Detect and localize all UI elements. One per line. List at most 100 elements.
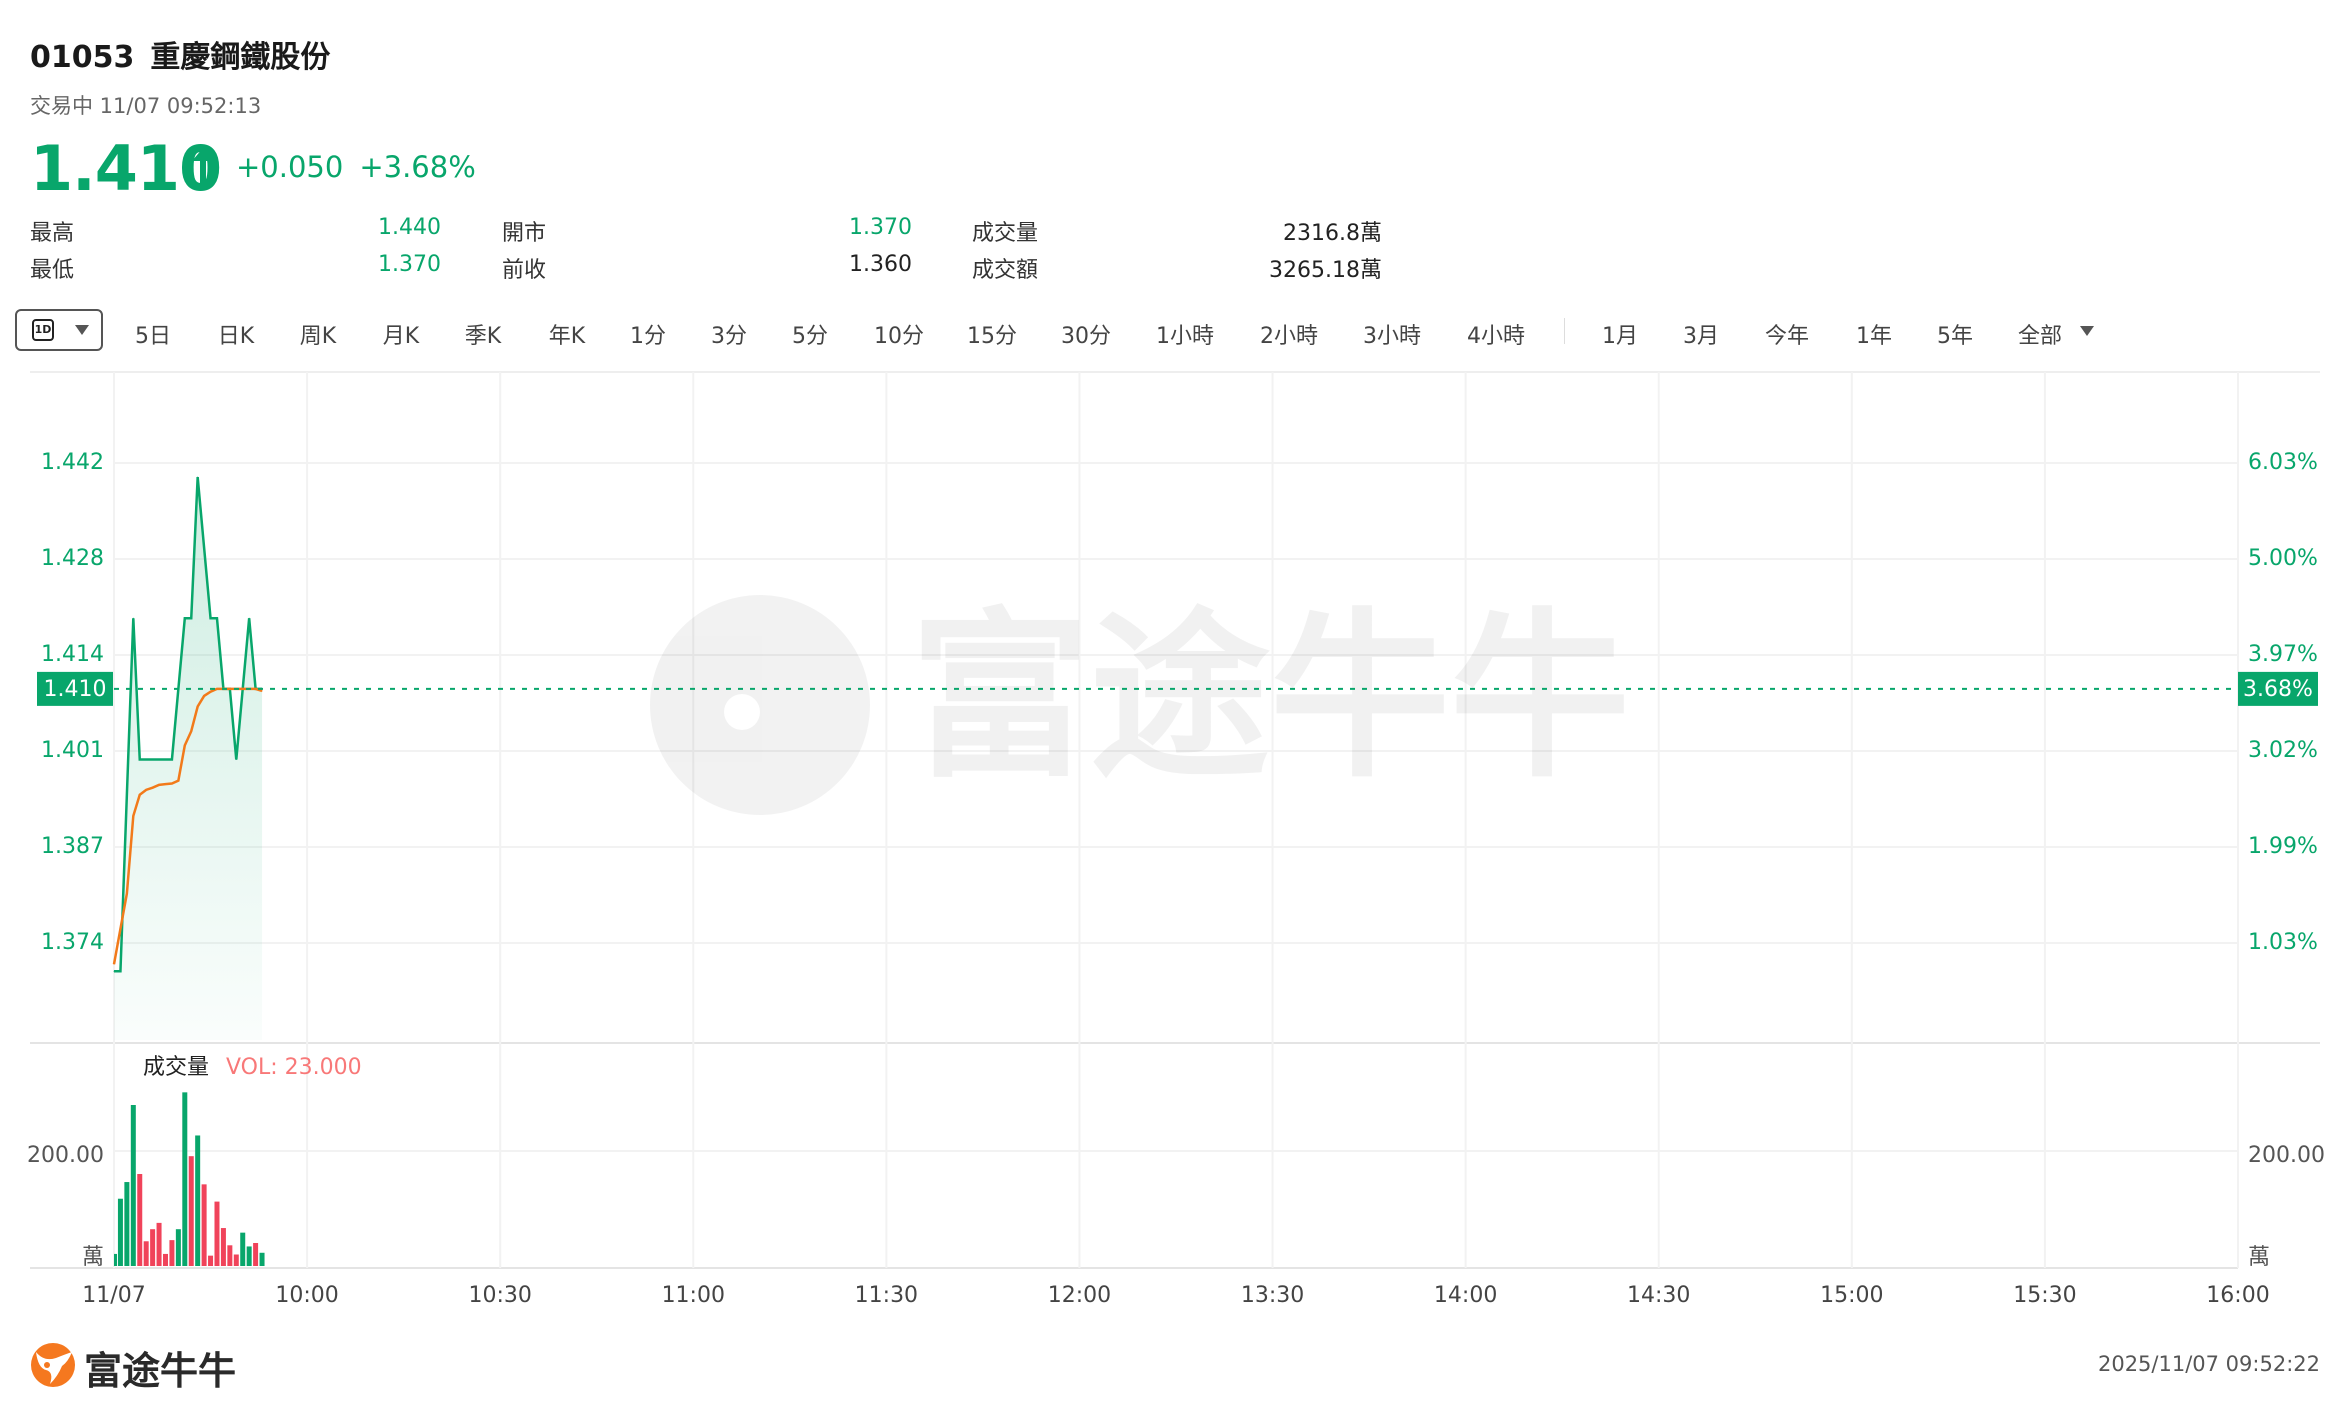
volume-bar bbox=[117, 1198, 123, 1266]
footer-timestamp: 2025/11/07 09:52:22 bbox=[2097, 1352, 2320, 1376]
price-point bbox=[171, 758, 173, 760]
volume-bar bbox=[227, 1245, 233, 1266]
range-tab[interactable]: 1年 bbox=[1856, 324, 1892, 349]
time-axis-label: 12:00 bbox=[1048, 1283, 1111, 1308]
range-tab[interactable]: 5年 bbox=[1937, 324, 1973, 349]
price-point bbox=[248, 617, 250, 619]
range-tab[interactable]: 今年 bbox=[1764, 324, 1810, 349]
arrow-up-icon bbox=[192, 148, 214, 184]
period-tab[interactable]: 日K bbox=[217, 324, 255, 349]
period-tab[interactable]: 3分 bbox=[711, 324, 747, 349]
period-tab[interactable]: 年K bbox=[548, 324, 586, 349]
period-tab[interactable]: 月K bbox=[382, 324, 420, 349]
current-percent-badge-text: 3.68% bbox=[2243, 677, 2313, 702]
price-point bbox=[190, 617, 192, 619]
time-axis-label: 11:30 bbox=[855, 1283, 918, 1308]
volume-bar bbox=[220, 1228, 226, 1266]
average-price-point bbox=[203, 695, 205, 697]
price-area bbox=[114, 477, 263, 1040]
average-price-point bbox=[158, 784, 160, 786]
price-point bbox=[216, 617, 218, 619]
watermark-logo-icon bbox=[650, 595, 870, 815]
price-point bbox=[119, 970, 121, 972]
time-axis-label: 11/07 bbox=[82, 1283, 145, 1308]
percent-axis-label: 5.00% bbox=[2248, 546, 2318, 571]
period-tab[interactable]: 30分 bbox=[1061, 324, 1111, 349]
average-price-point bbox=[216, 688, 218, 690]
average-price-point bbox=[197, 706, 199, 708]
time-axis-label: 14:00 bbox=[1434, 1283, 1497, 1308]
time-axis-label: 10:00 bbox=[275, 1283, 338, 1308]
price-point bbox=[132, 617, 134, 619]
volume-bar bbox=[246, 1246, 252, 1266]
time-axis-label: 14:30 bbox=[1627, 1283, 1690, 1308]
period-tab[interactable]: 5日 bbox=[135, 324, 171, 349]
volume-unit-label: 萬 bbox=[82, 1245, 104, 1270]
range-tab[interactable]: 全部 bbox=[2017, 324, 2063, 349]
volume-bar bbox=[214, 1201, 220, 1266]
period-tab[interactable]: 2小時 bbox=[1260, 324, 1318, 349]
volume-bar bbox=[201, 1184, 207, 1266]
percent-axis-label: 3.02% bbox=[2248, 738, 2318, 763]
price-point bbox=[113, 970, 115, 972]
volume-bar bbox=[259, 1252, 265, 1266]
volume-bar bbox=[233, 1254, 239, 1266]
volume-bar bbox=[240, 1232, 246, 1266]
period-tab[interactable]: 4小時 bbox=[1467, 324, 1525, 349]
caret-down-icon[interactable] bbox=[2080, 326, 2094, 336]
volume-bar bbox=[143, 1241, 149, 1266]
watermark-logo-eye bbox=[724, 694, 760, 730]
volume-bar bbox=[175, 1229, 181, 1266]
period-tab[interactable]: 1分 bbox=[630, 324, 666, 349]
percent-axis-label: 1.99% bbox=[2248, 834, 2318, 859]
brand-name: 富途牛牛 bbox=[84, 1349, 237, 1393]
period-tab[interactable]: 1小時 bbox=[1156, 324, 1214, 349]
open-label: 開市 bbox=[502, 221, 547, 246]
volume-value: 2316.8萬 bbox=[1283, 221, 1382, 246]
volume-unit-label: 萬 bbox=[2248, 1245, 2270, 1270]
period-select-dropdown[interactable]: 1D bbox=[15, 309, 103, 351]
stock-title: 01053 重慶鋼鐵股份 bbox=[30, 32, 346, 76]
average-price-point bbox=[164, 783, 166, 785]
average-price-point bbox=[171, 782, 173, 784]
volume-bar bbox=[208, 1255, 214, 1266]
price-point bbox=[158, 758, 160, 760]
low-value: 1.370 bbox=[378, 252, 441, 277]
period-tab[interactable]: 周K bbox=[299, 324, 337, 349]
chevron-down-icon bbox=[75, 325, 89, 335]
percent-axis-label: 6.03% bbox=[2248, 450, 2318, 475]
price-point bbox=[197, 476, 199, 478]
time-axis-label: 10:30 bbox=[468, 1283, 531, 1308]
high-value: 1.440 bbox=[378, 215, 441, 240]
volume-bar bbox=[150, 1229, 156, 1266]
average-price-point bbox=[184, 744, 186, 746]
price-point bbox=[210, 617, 212, 619]
change-percent: +3.68% bbox=[359, 150, 476, 184]
price-point bbox=[126, 794, 128, 796]
prev-close-value: 1.360 bbox=[849, 252, 912, 277]
stock-name: 重慶鋼鐵股份 bbox=[150, 40, 331, 75]
volume-indicator: VOL: 23.000 bbox=[226, 1055, 362, 1080]
price-point bbox=[235, 758, 237, 760]
volume-bar bbox=[124, 1182, 130, 1266]
period-tab[interactable]: 季K bbox=[464, 324, 502, 349]
period-tab[interactable]: 3小時 bbox=[1363, 324, 1421, 349]
period-tab[interactable]: 15分 bbox=[967, 324, 1017, 349]
period-tab[interactable]: 10分 bbox=[874, 324, 924, 349]
watermark-text: 富途牛牛 bbox=[910, 593, 1630, 802]
average-price-point bbox=[242, 688, 244, 690]
volume-bar bbox=[156, 1222, 162, 1266]
price-line bbox=[114, 477, 263, 973]
average-price-point bbox=[139, 794, 141, 796]
price-point bbox=[152, 758, 154, 760]
period-tab[interactable]: 5分 bbox=[792, 324, 828, 349]
volume-bar bbox=[130, 1105, 136, 1266]
turnover-value: 3265.18萬 bbox=[1269, 258, 1382, 283]
average-price-point bbox=[119, 928, 121, 930]
low-label: 最低 bbox=[30, 258, 75, 283]
average-price-point bbox=[210, 691, 212, 693]
range-tab[interactable]: 1月 bbox=[1602, 324, 1638, 349]
average-price-point bbox=[145, 789, 147, 791]
range-tab[interactable]: 3月 bbox=[1683, 324, 1719, 349]
